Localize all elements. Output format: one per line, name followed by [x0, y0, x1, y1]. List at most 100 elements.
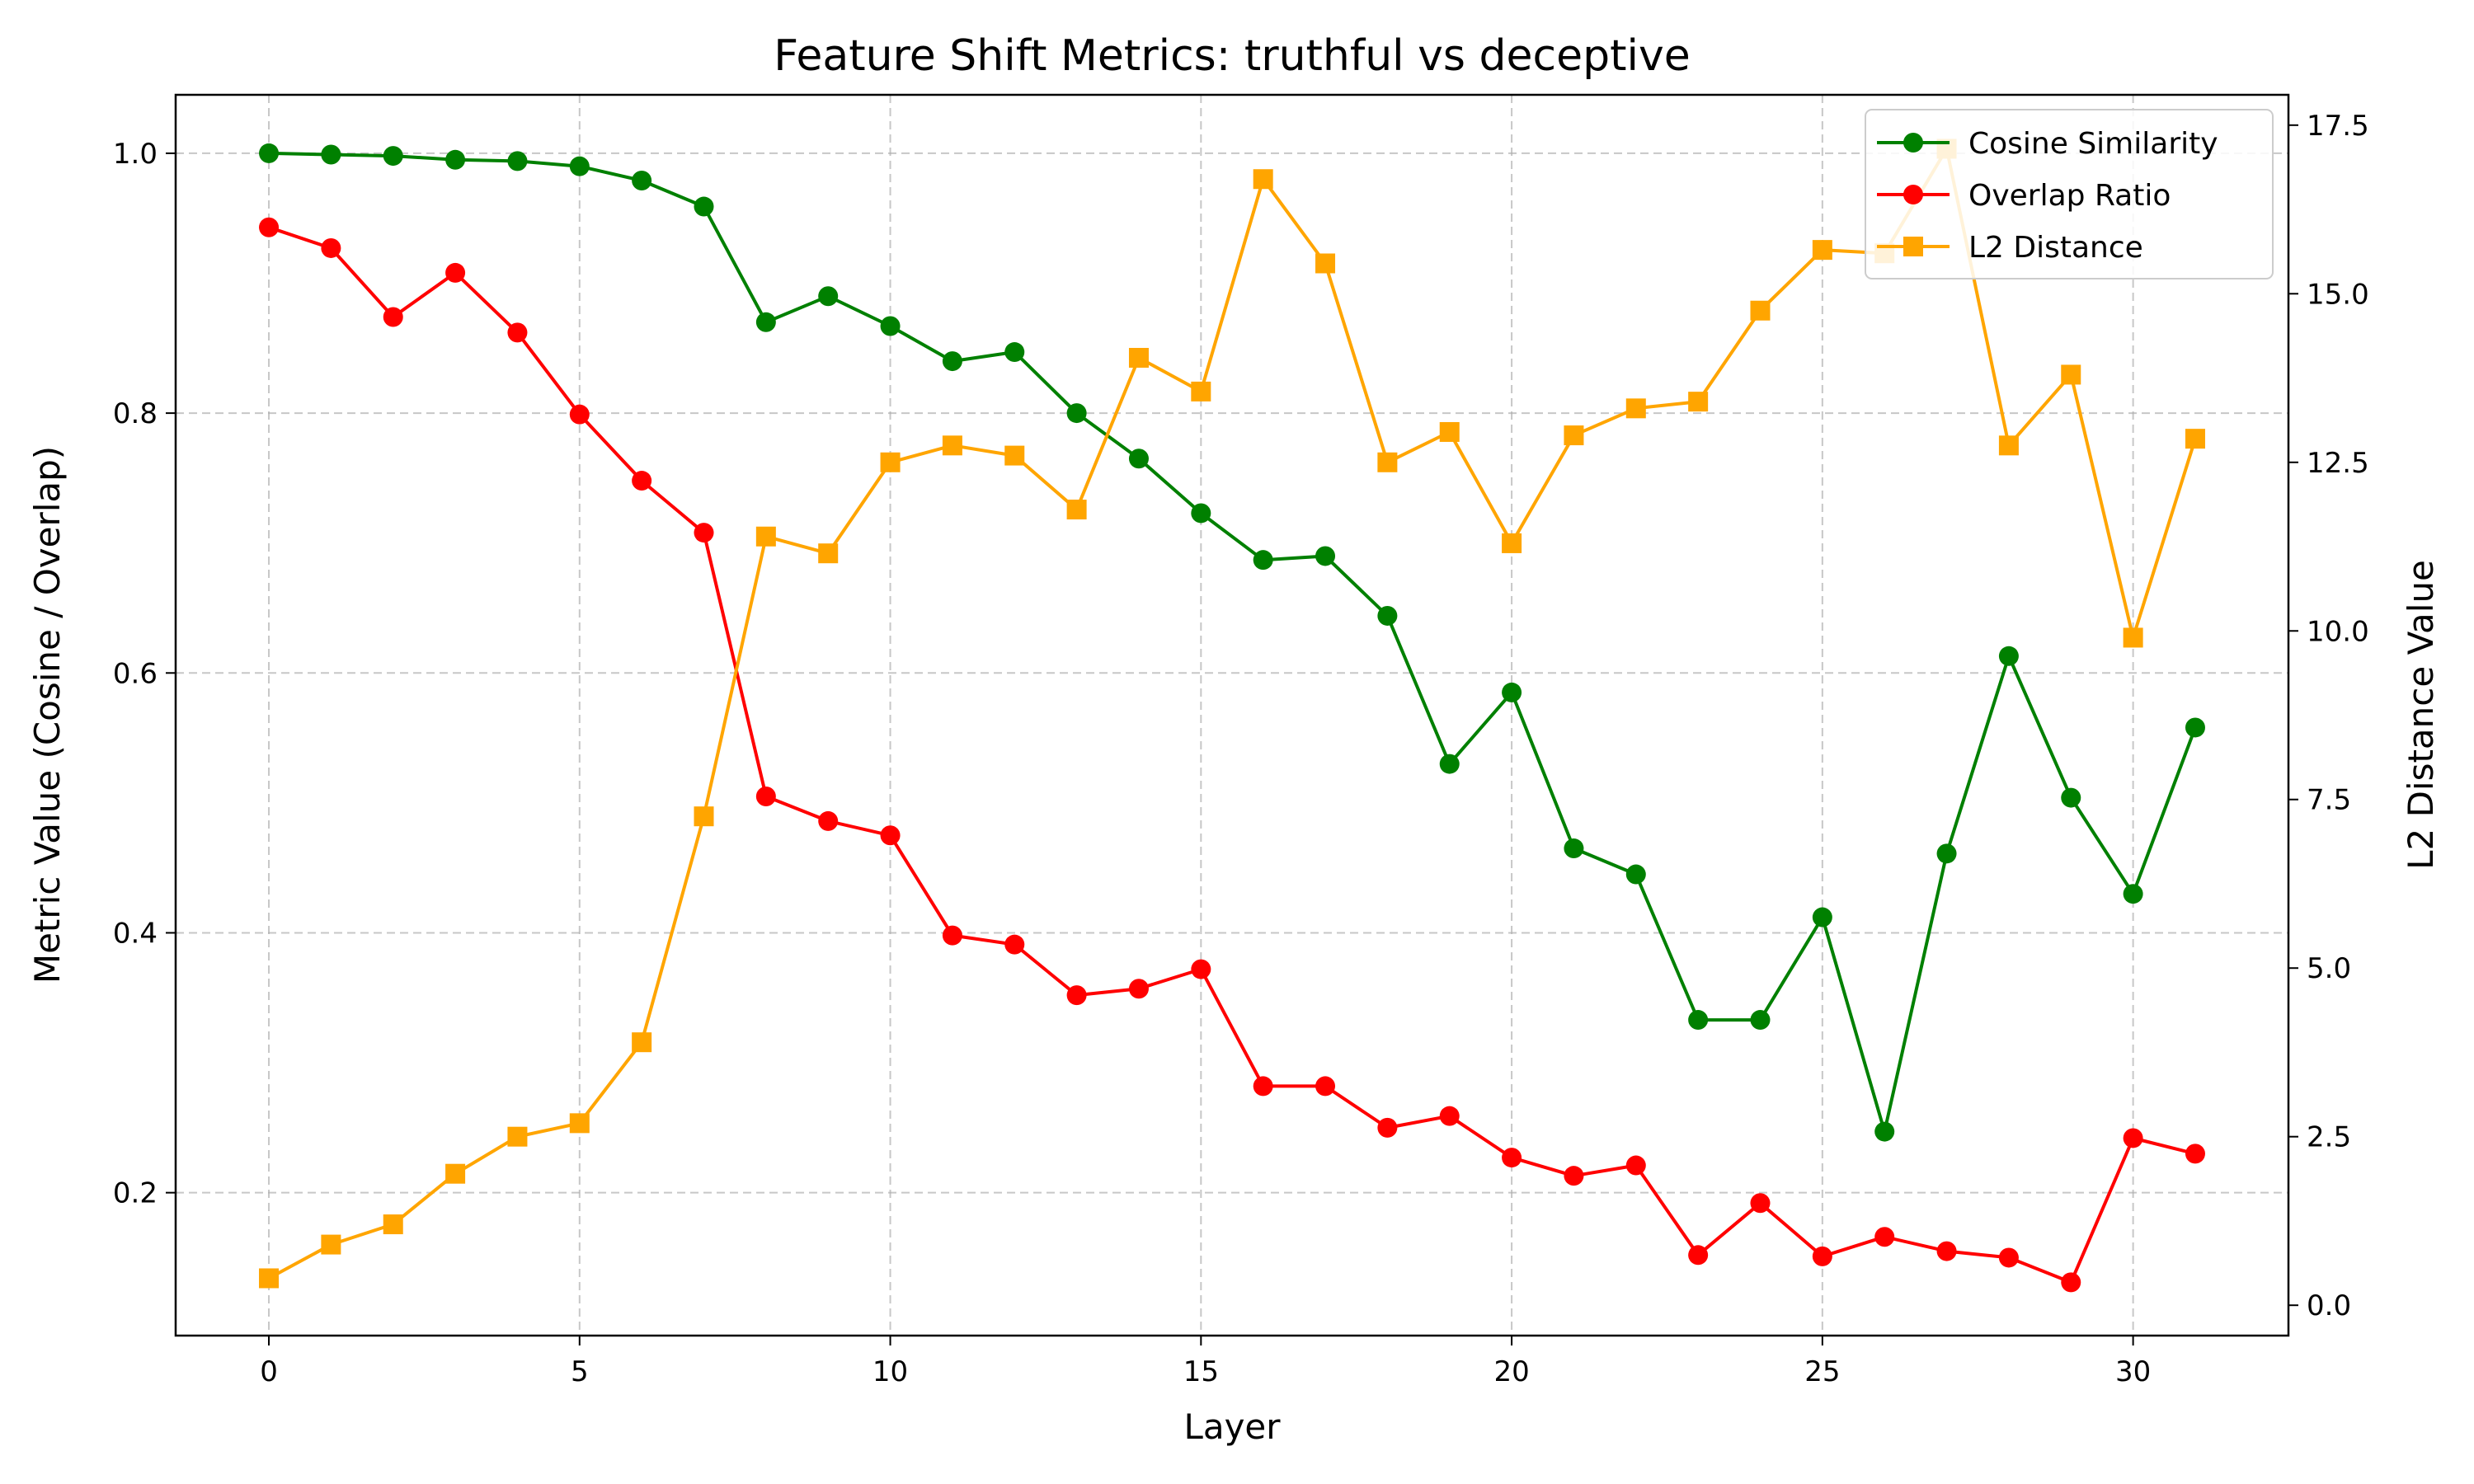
- data-point-l2-distance: [1998, 435, 2019, 456]
- data-point-overlap-ratio: [942, 925, 962, 946]
- data-point-l2-distance: [1750, 300, 1771, 321]
- data-point-cosine-similarity: [1998, 646, 2019, 666]
- y-right-tick-label: 5.0: [2307, 952, 2351, 985]
- grid: [176, 95, 2288, 1336]
- y-left-tick-label: 0.4: [113, 917, 158, 950]
- y-left-tick-label: 0.6: [113, 657, 158, 690]
- data-point-overlap-ratio: [1066, 985, 1087, 1006]
- data-point-overlap-ratio: [1191, 959, 1211, 979]
- data-point-overlap-ratio: [1128, 979, 1149, 999]
- data-point-overlap-ratio: [383, 307, 403, 327]
- data-point-l2-distance: [2123, 627, 2143, 648]
- data-point-overlap-ratio: [1564, 1166, 1584, 1186]
- data-point-l2-distance: [1439, 421, 1460, 442]
- data-point-cosine-similarity: [2123, 884, 2143, 904]
- chart-title: Feature Shift Metrics: truthful vs decep…: [774, 31, 1690, 81]
- legend-marker: [1903, 237, 1923, 256]
- data-point-l2-distance: [880, 452, 901, 472]
- data-point-overlap-ratio: [1998, 1247, 2019, 1268]
- legend-marker: [1903, 133, 1923, 153]
- data-point-cosine-similarity: [1502, 682, 1522, 702]
- y-axis-right-label: L2 Distance Value: [2401, 560, 2441, 870]
- y-right-tick-label: 7.5: [2307, 784, 2351, 817]
- data-point-cosine-similarity: [1253, 550, 1273, 571]
- legend-label: L2 Distance: [1968, 231, 2143, 265]
- data-point-overlap-ratio: [1439, 1106, 1460, 1126]
- data-point-overlap-ratio: [694, 523, 714, 543]
- data-point-cosine-similarity: [1688, 1010, 1709, 1031]
- data-point-cosine-similarity: [1625, 864, 1646, 885]
- data-point-l2-distance: [1253, 169, 1273, 190]
- legend-item-overlap-ratio: Overlap Ratio: [1877, 179, 2171, 213]
- data-point-cosine-similarity: [507, 151, 528, 171]
- data-point-overlap-ratio: [2185, 1144, 2205, 1164]
- data-point-overlap-ratio: [1315, 1076, 1336, 1097]
- series-overlap-ratio: [259, 217, 2205, 1293]
- data-point-cosine-similarity: [1564, 838, 1584, 859]
- data-point-cosine-similarity: [321, 144, 341, 165]
- data-point-overlap-ratio: [259, 217, 280, 237]
- y-right-tick-label: 17.5: [2307, 110, 2369, 143]
- data-point-overlap-ratio: [445, 262, 466, 283]
- data-point-overlap-ratio: [1874, 1227, 1895, 1247]
- legend-box: [1865, 109, 2274, 279]
- x-tick-label: 0: [260, 1355, 278, 1388]
- data-point-cosine-similarity: [1439, 754, 1460, 774]
- data-point-overlap-ratio: [2061, 1272, 2081, 1293]
- data-point-l2-distance: [1004, 445, 1025, 466]
- data-point-overlap-ratio: [2123, 1128, 2143, 1148]
- data-point-cosine-similarity: [569, 156, 590, 176]
- data-point-l2-distance: [1066, 500, 1087, 520]
- x-tick-label: 20: [1493, 1355, 1529, 1388]
- data-point-cosine-similarity: [2185, 717, 2205, 738]
- data-point-l2-distance: [2061, 364, 2081, 385]
- data-point-cosine-similarity: [1004, 342, 1025, 363]
- y-left-tick-label: 0.2: [113, 1177, 158, 1210]
- data-point-l2-distance: [1564, 425, 1584, 446]
- data-point-cosine-similarity: [2061, 787, 2081, 808]
- y-right-tick-label: 15.0: [2307, 278, 2369, 311]
- data-point-cosine-similarity: [1191, 503, 1211, 524]
- data-point-overlap-ratio: [1936, 1241, 1957, 1261]
- legend-label: Overlap Ratio: [1968, 179, 2171, 213]
- data-point-cosine-similarity: [259, 143, 280, 163]
- data-point-overlap-ratio: [1253, 1076, 1273, 1097]
- legend: Cosine Similarity Overlap Ratio L2 Distanc…: [1865, 109, 2274, 279]
- data-point-overlap-ratio: [755, 786, 776, 806]
- series-line-overlap-ratio: [268, 225, 2196, 1284]
- data-point-l2-distance: [1191, 381, 1211, 402]
- data-point-cosine-similarity: [1812, 907, 1832, 928]
- data-point-overlap-ratio: [1502, 1148, 1522, 1168]
- series-cosine-similarity: [259, 143, 2205, 1142]
- data-point-cosine-similarity: [1377, 605, 1398, 626]
- x-tick-label: 5: [571, 1355, 589, 1388]
- data-point-l2-distance: [2185, 429, 2205, 449]
- data-point-cosine-similarity: [694, 196, 714, 217]
- x-tick-label: 10: [872, 1355, 908, 1388]
- data-point-overlap-ratio: [1004, 934, 1025, 955]
- y-right-tick-label: 12.5: [2307, 447, 2369, 480]
- data-point-overlap-ratio: [507, 322, 528, 343]
- y-left-tick-label: 1.0: [113, 138, 158, 171]
- data-point-cosine-similarity: [1750, 1010, 1771, 1031]
- data-point-l2-distance: [1377, 452, 1398, 472]
- data-point-cosine-similarity: [755, 312, 776, 332]
- data-point-l2-distance: [942, 435, 962, 456]
- data-point-cosine-similarity: [1315, 546, 1336, 566]
- data-point-l2-distance: [818, 543, 839, 564]
- data-point-overlap-ratio: [632, 471, 652, 491]
- series-line-cosine-similarity: [268, 151, 2197, 1134]
- data-point-cosine-similarity: [445, 149, 466, 170]
- data-point-l2-distance: [1315, 253, 1336, 274]
- data-point-overlap-ratio: [1750, 1193, 1771, 1214]
- data-point-overlap-ratio: [1377, 1117, 1398, 1138]
- data-point-l2-distance: [321, 1234, 341, 1255]
- data-point-l2-distance: [1625, 398, 1646, 419]
- legend-item-cosine-similarity: Cosine Similarity: [1877, 127, 2218, 161]
- data-point-cosine-similarity: [1128, 448, 1149, 469]
- data-point-overlap-ratio: [1812, 1246, 1832, 1266]
- data-point-l2-distance: [507, 1126, 528, 1147]
- data-point-cosine-similarity: [880, 316, 901, 336]
- x-tick-label: 25: [1804, 1355, 1840, 1388]
